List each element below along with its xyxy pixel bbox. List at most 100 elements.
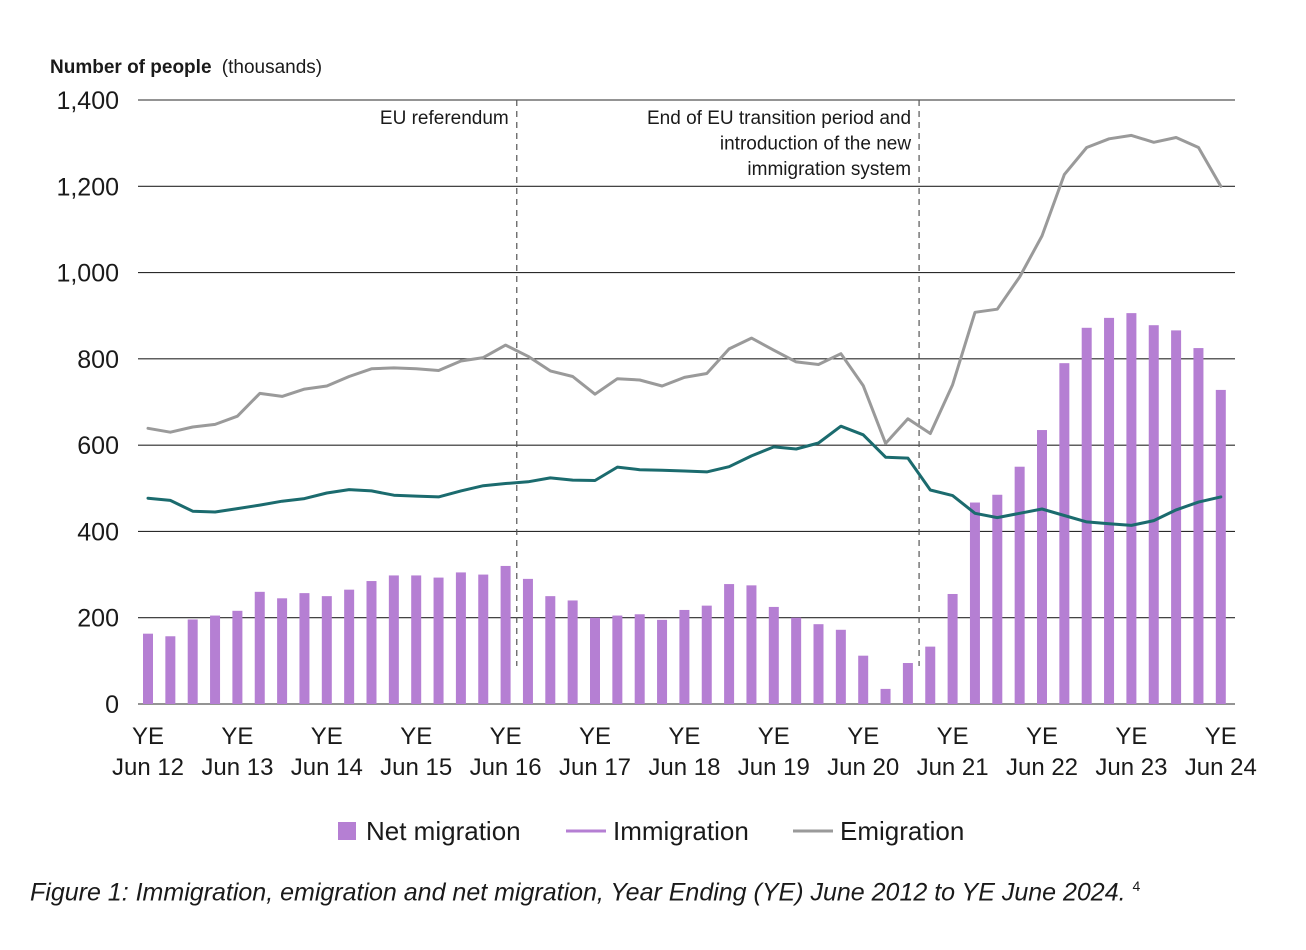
net-migration-bar bbox=[1148, 325, 1159, 704]
net-migration-bar bbox=[321, 596, 332, 704]
caption-text: Figure 1: Immigration, emigration and ne… bbox=[30, 878, 1126, 907]
net-migration-bar bbox=[1126, 313, 1137, 704]
legend-label: Immigration bbox=[613, 816, 749, 846]
x-tick-label: Jun 20 bbox=[827, 754, 899, 781]
y-tick-label: 200 bbox=[77, 605, 119, 633]
y-axis-title-bold: Number of people bbox=[50, 57, 212, 78]
x-tick-label: Jun 13 bbox=[201, 754, 273, 781]
net-migration-bar bbox=[992, 494, 1003, 704]
net-migration-bar bbox=[925, 646, 936, 704]
net-migration-bar bbox=[1215, 389, 1226, 704]
x-tick-label: Jun 23 bbox=[1095, 754, 1167, 781]
net-migration-bar bbox=[657, 619, 668, 704]
net-migration-bar bbox=[590, 617, 600, 704]
net-migration-bar bbox=[232, 610, 243, 704]
legend-swatch-net-migration bbox=[338, 822, 356, 840]
x-tick-label: YE bbox=[1026, 723, 1058, 750]
net-migration-bar bbox=[187, 619, 198, 704]
x-tick-label: YE bbox=[937, 723, 969, 750]
x-tick-label: YE bbox=[847, 723, 879, 750]
y-axis-ticks: 0 200 400 600 800 1,000 1,200 1,400 bbox=[56, 87, 119, 719]
net-migration-bar bbox=[522, 578, 533, 704]
net-migration-bar bbox=[545, 596, 556, 704]
net-migration-bar bbox=[366, 581, 377, 704]
x-tick-label: Jun 22 bbox=[1006, 754, 1078, 781]
net-migration-bar bbox=[344, 589, 355, 704]
net-migration-bar bbox=[746, 585, 757, 704]
series-lines bbox=[146, 133, 1223, 527]
y-tick-label: 400 bbox=[77, 518, 119, 546]
net-migration-bar bbox=[634, 614, 645, 704]
x-tick-label: Jun 24 bbox=[1185, 754, 1257, 781]
net-migration-bar bbox=[388, 575, 399, 704]
immigration-line bbox=[146, 424, 1223, 527]
net-migration-bar bbox=[679, 609, 690, 704]
net-migration-bar bbox=[277, 598, 288, 704]
x-tick-label: YE bbox=[132, 723, 164, 750]
emigration-line bbox=[146, 133, 1223, 445]
x-tick-label: YE bbox=[400, 723, 432, 750]
net-migration-bar bbox=[791, 617, 802, 704]
annotation-label: introduction of the new bbox=[720, 134, 911, 155]
x-tick-label: Jun 16 bbox=[470, 754, 542, 781]
x-axis-ticks: YE Jun 12 YE Jun 13 YE Jun 14 YE Jun 15 YE Jun 16… bbox=[112, 723, 1257, 781]
caption-footnote: 4 bbox=[1132, 878, 1141, 894]
annotations: EU referendum End of EU transition period… bbox=[380, 100, 920, 666]
x-tick-label: YE bbox=[1205, 723, 1237, 750]
x-tick-label: Jun 14 bbox=[291, 754, 363, 781]
net-migration-bar bbox=[1059, 363, 1070, 704]
net-migration-bar bbox=[612, 615, 623, 704]
net-migration-bar bbox=[210, 615, 221, 704]
y-tick-label: 600 bbox=[77, 432, 119, 460]
x-tick-label: YE bbox=[311, 723, 343, 750]
x-tick-label: Jun 12 bbox=[112, 754, 184, 781]
net-migration-bar bbox=[1104, 317, 1115, 704]
gridlines bbox=[138, 99, 1235, 705]
x-tick-label: Jun 17 bbox=[559, 754, 631, 781]
x-tick-label: Jun 19 bbox=[738, 754, 810, 781]
net-migration-bars bbox=[143, 313, 1226, 704]
y-tick-label: 1,400 bbox=[56, 87, 119, 115]
net-migration-bar bbox=[254, 591, 265, 704]
net-migration-bar bbox=[1193, 348, 1204, 704]
legend-label: Emigration bbox=[840, 816, 964, 846]
net-migration-bar bbox=[902, 663, 913, 704]
x-tick-label: YE bbox=[758, 723, 790, 750]
net-migration-bar bbox=[835, 629, 846, 704]
x-tick-label: YE bbox=[490, 723, 522, 750]
legend: Net migration Immigration Emigration bbox=[338, 816, 964, 846]
net-migration-bar bbox=[567, 600, 578, 704]
net-migration-bar bbox=[455, 572, 466, 704]
net-migration-bar bbox=[411, 575, 422, 704]
y-axis-title-unit: (thousands) bbox=[222, 57, 322, 78]
y-tick-label: 0 bbox=[105, 691, 119, 719]
x-tick-label: Jun 21 bbox=[917, 754, 989, 781]
x-tick-label: YE bbox=[1115, 723, 1147, 750]
y-tick-label: 1,200 bbox=[56, 173, 119, 201]
net-migration-bar bbox=[947, 593, 958, 704]
net-migration-bar bbox=[724, 584, 735, 704]
net-migration-bar bbox=[478, 574, 489, 704]
net-migration-bar bbox=[1037, 430, 1047, 704]
net-migration-bar bbox=[880, 688, 891, 704]
net-migration-bar bbox=[1081, 327, 1092, 704]
net-migration-bar bbox=[858, 655, 869, 704]
x-tick-label: YE bbox=[668, 723, 700, 750]
net-migration-bar bbox=[165, 636, 176, 704]
x-tick-label: Jun 18 bbox=[648, 754, 720, 781]
net-migration-bar bbox=[433, 577, 444, 704]
y-axis-title: Number of people (thousands) bbox=[50, 57, 322, 78]
net-migration-bar bbox=[768, 606, 779, 704]
annotation-label: EU referendum bbox=[380, 108, 509, 129]
migration-chart: Number of people (thousands) 0 200 400 600 8… bbox=[50, 57, 1257, 846]
net-migration-bar bbox=[500, 565, 511, 704]
net-migration-bar bbox=[299, 593, 310, 704]
x-tick-label: Jun 15 bbox=[380, 754, 452, 781]
x-tick-label: YE bbox=[221, 723, 253, 750]
annotation-label: End of EU transition period and bbox=[647, 108, 911, 129]
y-tick-label: 800 bbox=[77, 346, 119, 374]
net-migration-bar bbox=[701, 605, 712, 704]
x-tick-label: YE bbox=[579, 723, 611, 750]
net-migration-bar bbox=[813, 624, 824, 704]
figure-caption: Figure 1: Immigration, emigration and ne… bbox=[30, 878, 1140, 907]
